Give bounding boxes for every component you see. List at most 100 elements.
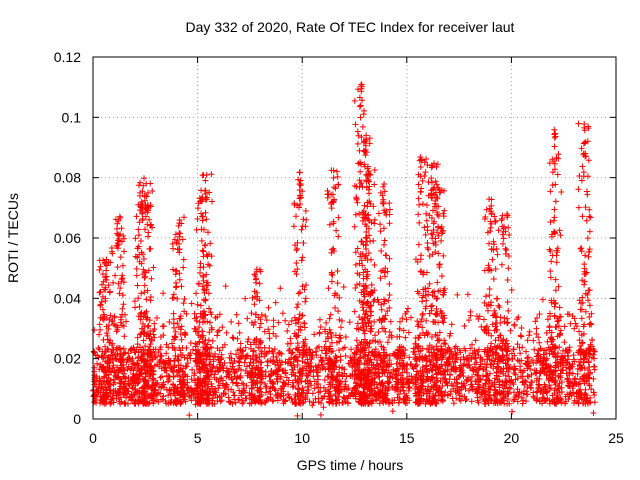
data-point	[332, 290, 339, 297]
data-point	[120, 301, 127, 308]
data-point	[367, 171, 374, 178]
data-point	[157, 374, 164, 381]
data-point	[555, 323, 562, 330]
data-point	[386, 292, 393, 299]
data-point	[185, 352, 192, 359]
data-point	[484, 344, 491, 351]
data-point	[496, 384, 503, 391]
data-point	[575, 204, 582, 211]
data-point	[574, 365, 581, 372]
data-point	[177, 362, 184, 369]
data-point	[270, 358, 277, 365]
data-point	[208, 171, 215, 178]
data-point	[424, 376, 431, 383]
data-point	[109, 318, 116, 325]
data-point	[432, 331, 439, 338]
data-point	[556, 304, 563, 311]
data-point	[494, 344, 501, 351]
data-point	[494, 251, 501, 258]
data-point	[273, 333, 280, 340]
data-point	[262, 389, 269, 396]
data-point	[143, 308, 150, 315]
data-point	[562, 400, 569, 407]
data-point	[384, 268, 391, 275]
data-point	[365, 349, 372, 356]
data-point	[585, 351, 592, 358]
data-point	[326, 315, 333, 322]
data-point	[370, 337, 377, 344]
data-point	[584, 235, 591, 242]
data-point	[328, 334, 335, 341]
data-point	[519, 400, 526, 407]
data-point	[404, 379, 411, 386]
data-point	[286, 346, 293, 353]
data-point	[428, 215, 435, 222]
data-point	[99, 393, 106, 400]
data-point	[291, 201, 298, 208]
data-point	[415, 384, 422, 391]
data-point	[429, 366, 436, 373]
data-point	[524, 365, 531, 372]
data-point	[184, 359, 191, 366]
data-point	[115, 231, 122, 238]
data-point	[229, 334, 236, 341]
data-point	[329, 381, 336, 388]
data-point	[488, 332, 495, 339]
data-point	[431, 350, 438, 357]
data-point	[197, 264, 204, 271]
data-point	[416, 201, 423, 208]
data-point	[503, 379, 510, 386]
data-point	[458, 384, 465, 391]
data-point	[103, 330, 110, 337]
data-point	[375, 210, 382, 217]
data-point	[578, 145, 585, 152]
data-point	[128, 396, 135, 403]
data-point	[113, 356, 120, 363]
data-point	[170, 399, 177, 406]
data-point	[576, 328, 583, 335]
data-point	[265, 326, 272, 333]
data-point	[576, 395, 583, 402]
data-point	[180, 365, 187, 372]
data-point	[457, 356, 464, 363]
data-point	[491, 327, 498, 334]
data-point	[465, 387, 472, 394]
data-point	[590, 389, 597, 396]
data-point	[110, 381, 117, 388]
data-point	[359, 238, 366, 245]
data-point	[144, 349, 151, 356]
data-point	[372, 346, 379, 353]
data-point	[485, 377, 492, 384]
data-point	[573, 323, 580, 330]
data-point	[176, 216, 183, 223]
data-point	[374, 384, 381, 391]
data-point	[192, 379, 199, 386]
data-point	[330, 174, 337, 181]
data-point	[429, 235, 436, 242]
data-point	[309, 390, 316, 397]
data-point	[188, 376, 195, 383]
data-point	[202, 389, 209, 396]
data-point	[537, 353, 544, 360]
data-point	[276, 349, 283, 356]
data-point	[165, 392, 172, 399]
data-point	[208, 198, 215, 205]
data-point	[172, 231, 179, 238]
data-point	[328, 269, 335, 276]
data-point	[360, 147, 367, 154]
data-point	[147, 297, 154, 304]
data-point	[357, 168, 364, 175]
data-point	[384, 387, 391, 394]
data-point	[96, 267, 103, 274]
data-point	[395, 399, 402, 406]
data-point	[114, 324, 121, 331]
data-point	[504, 320, 511, 327]
data-point	[336, 381, 343, 388]
data-point	[330, 167, 337, 174]
data-point	[109, 394, 116, 401]
data-point	[555, 317, 562, 324]
data-point	[564, 376, 571, 383]
data-point	[380, 296, 387, 303]
data-point	[528, 371, 535, 378]
data-point	[325, 285, 332, 292]
